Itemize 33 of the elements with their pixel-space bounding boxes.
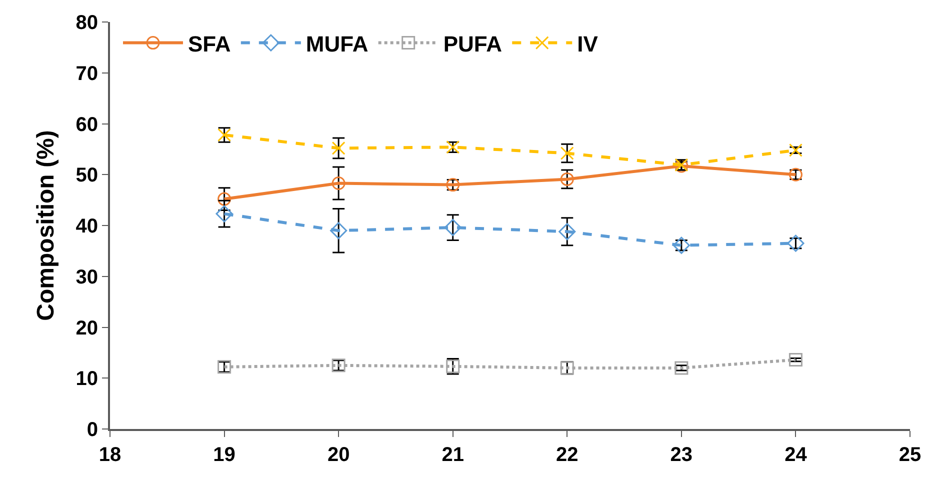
point <box>218 192 232 206</box>
y-tick-label: 50 <box>76 164 98 187</box>
y-tick-label: 80 <box>76 12 98 34</box>
point <box>332 141 346 155</box>
point <box>332 176 346 190</box>
y-tick-label: 0 <box>86 419 98 441</box>
point <box>788 353 802 367</box>
y-axis-title: Composition (%) <box>32 130 60 321</box>
point <box>788 143 802 157</box>
x-tick-label: 20 <box>327 444 350 466</box>
legend-label: PUFA <box>443 31 502 56</box>
x-tick-label: 19 <box>213 444 236 466</box>
x-tick-label: 25 <box>898 444 922 466</box>
y-tick-label: 40 <box>76 216 98 238</box>
y-tick-label: 60 <box>76 114 98 136</box>
x-tick-label: 22 <box>556 444 578 466</box>
point <box>330 222 348 240</box>
x-tick-label: 21 <box>442 444 464 466</box>
y-tick-label: 70 <box>76 62 98 85</box>
y-tick-label: 10 <box>76 368 98 390</box>
x-tick-label: 23 <box>670 444 693 466</box>
point <box>672 236 690 254</box>
point <box>216 205 233 222</box>
y-tick-label: 20 <box>76 317 98 340</box>
legend-label: SFA <box>188 31 231 56</box>
legend-label: MUFA <box>306 31 368 56</box>
legend-label: IV <box>577 31 598 56</box>
point <box>558 223 576 240</box>
point <box>674 361 688 375</box>
y-tick-label: 30 <box>76 266 98 288</box>
point <box>444 218 462 236</box>
x-tick-label: 24 <box>784 444 808 466</box>
x-tick-label: 18 <box>98 444 122 466</box>
